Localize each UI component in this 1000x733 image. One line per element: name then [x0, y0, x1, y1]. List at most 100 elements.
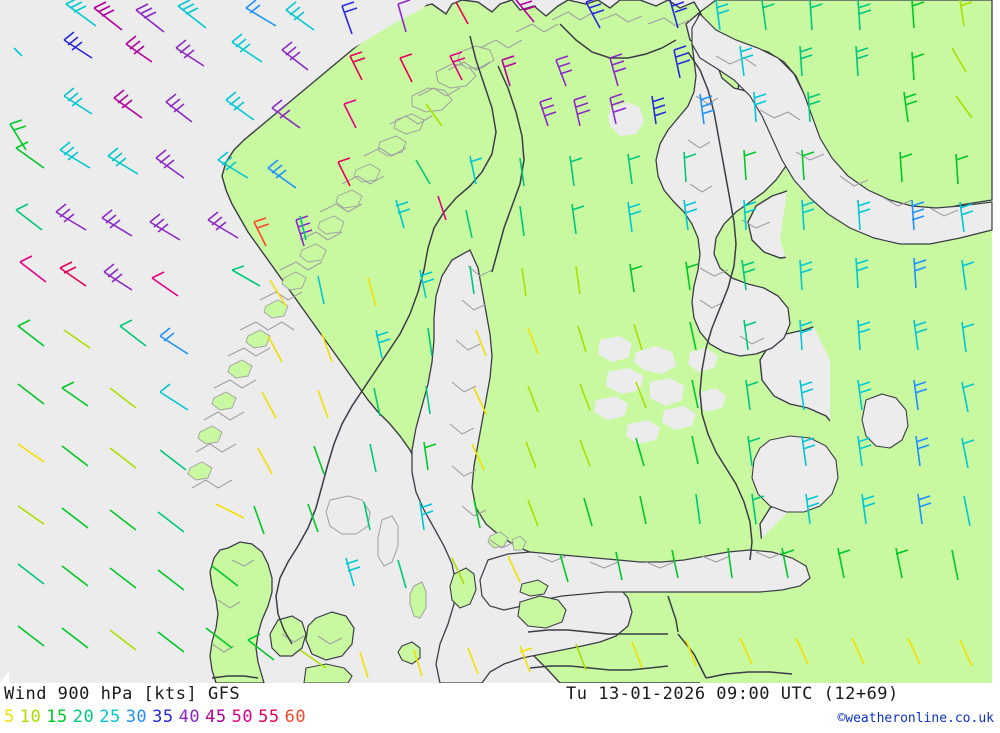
legend-entry-25: 25 [99, 707, 121, 727]
wind-barb [317, 275, 325, 305]
wind-barb [307, 503, 319, 533]
wind-barb [455, 1, 469, 25]
wind-barb [55, 203, 87, 231]
legend-entry-40: 40 [178, 707, 201, 727]
wind-barb [267, 335, 283, 363]
wind-barb [651, 95, 667, 125]
wind-barb [857, 199, 871, 231]
wind-barb [155, 149, 185, 179]
denmark-zealand [305, 611, 355, 661]
wind-barb [585, 0, 605, 29]
wind-barb [119, 319, 147, 347]
island-oland [409, 581, 427, 619]
wind-barb [961, 259, 975, 291]
wind-barb [359, 651, 369, 679]
wind-barb [899, 151, 913, 183]
wind-barb [857, 319, 871, 351]
wind-barb [113, 89, 143, 119]
legend-entry-5: 5 [4, 707, 15, 727]
wind-barb [961, 381, 975, 413]
wind-barb [799, 45, 813, 77]
wind-barb [425, 385, 431, 415]
wind-barb [801, 435, 816, 467]
wind-barb [507, 555, 521, 583]
wind-barb [101, 209, 133, 237]
map-canvas[interactable] [0, 0, 1000, 683]
wind-barb [107, 147, 139, 175]
wind-barb [369, 443, 377, 473]
right-margin [992, 0, 1000, 683]
wind-barb [743, 199, 757, 231]
wind-barb [519, 157, 525, 187]
legend-entry-15: 15 [46, 707, 68, 727]
wind-barb [205, 627, 233, 649]
wind-barb [313, 445, 325, 475]
wind-barb [231, 265, 261, 287]
wind-barb [861, 493, 876, 525]
wind-barb [571, 203, 585, 235]
wind-barb [913, 379, 928, 411]
wind-barb [281, 41, 309, 71]
wind-barb [747, 435, 761, 467]
wind-barb [19, 255, 47, 283]
island-bornholm [397, 641, 421, 665]
wind-barb [799, 319, 813, 351]
wind-barb [907, 637, 921, 665]
wind-barb [299, 649, 327, 669]
wind-barb [397, 0, 411, 33]
border-latvia-east [677, 633, 707, 679]
wind-barb [851, 637, 865, 665]
wind-barb [521, 267, 527, 297]
lake-vattern [377, 515, 399, 567]
wind-barb [609, 53, 627, 87]
wind-barb [15, 141, 45, 169]
wind-barb [207, 211, 239, 239]
wind-barb [157, 511, 185, 533]
wind-barb [437, 195, 447, 221]
wind-barb [857, 435, 872, 467]
wind-barb [395, 199, 411, 229]
lake-onega [861, 393, 909, 449]
wind-barb [669, 0, 688, 29]
wind-barb [627, 153, 641, 185]
wind-barb [65, 0, 97, 27]
wind-barb [109, 447, 137, 469]
border-south-east [705, 671, 793, 679]
wind-barb [761, 0, 775, 31]
wind-barb [109, 629, 137, 651]
wind-barb [857, 0, 872, 31]
wind-barb [159, 383, 189, 411]
wind-barb [715, 0, 730, 31]
wind-barb [215, 503, 245, 519]
wind-barb [17, 505, 45, 525]
wind-barb [465, 209, 473, 239]
wind-barb [579, 383, 591, 411]
wind-barb [9, 119, 27, 151]
wind-barb [299, 215, 307, 241]
coastline-detail-layer [191, 11, 959, 653]
wind-barb [149, 213, 181, 241]
lake-ladoga [751, 435, 839, 513]
copyright-label: ©weatheronline.co.uk [837, 711, 994, 726]
wind-barb [103, 263, 133, 291]
wind-barb [917, 493, 932, 525]
legend-entry-45: 45 [205, 707, 227, 727]
wind-barb [609, 93, 627, 125]
wind-barb [539, 97, 557, 127]
wind-barb [261, 391, 277, 419]
wind-barb [525, 441, 537, 469]
sea-kandalaksha-gulf [691, 13, 993, 245]
wind-barb [671, 549, 679, 579]
wind-barb [683, 199, 698, 231]
wind-barb [615, 551, 623, 581]
finland-lake-district [594, 336, 726, 444]
border-finland-russia [687, 51, 753, 561]
map-footer: Wind 900 hPa [kts] GFS Tu 13-01-2026 09:… [0, 683, 1000, 733]
wind-barb [17, 443, 45, 463]
lake-vanern [325, 495, 371, 535]
wind-barb [741, 259, 756, 291]
wind-barb [955, 153, 969, 185]
legend-entry-50: 50 [231, 707, 254, 727]
wind-barb [285, 1, 315, 31]
wind-barb [855, 257, 869, 289]
